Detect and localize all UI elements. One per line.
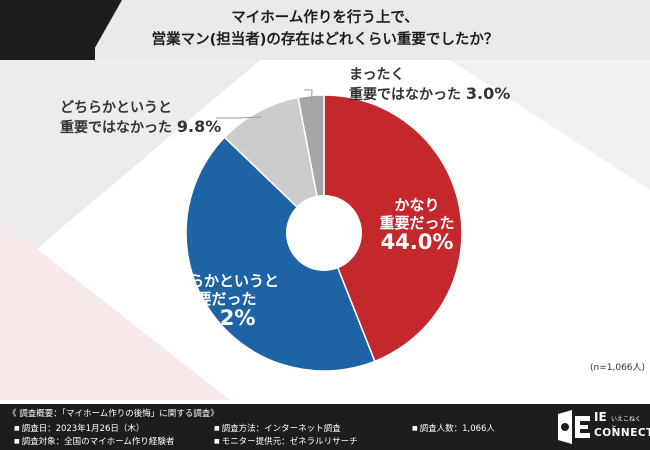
- leader-line-not-much: [216, 116, 262, 119]
- footer-method-text: 調査方法：インターネット調査: [221, 424, 341, 434]
- label-not-at-all-value: 3.0%: [465, 83, 511, 103]
- logo-mark-icon: [558, 410, 590, 444]
- logo-ie-text: IE: [594, 410, 607, 424]
- logo-kana-text: いえこねくと: [611, 416, 642, 432]
- slice-label-somewhat: どちらかというと 重要だった 43.2%: [149, 272, 289, 331]
- label-not-much-line-1: どちらかというと: [60, 100, 172, 116]
- slice-somewhat: [185, 136, 376, 372]
- label-very-line-2: 重要だった: [379, 214, 455, 232]
- label-not-at-all-text: 重要ではなかった: [349, 86, 461, 103]
- title-line-1: マイホーム作りを行う上で、: [231, 10, 419, 26]
- leader-lines-group: [216, 89, 313, 119]
- label-very-value: 44.0%: [380, 230, 454, 254]
- title-line-2: 営業マン(担当者)の存在はどれくらい重要でしたか？: [151, 32, 499, 48]
- label-not-much-text: 重要ではなかった: [60, 119, 172, 136]
- footer-target: 調査対象：全国のマイホーム作り経験者: [14, 435, 175, 447]
- label-not-much-line-2: 重要ではなかった 9.8%: [60, 117, 221, 137]
- label-not-at-all-line-1: まったく: [349, 67, 405, 83]
- label-not-at-all-line-2: 重要ではなかった 3.0%: [349, 84, 510, 104]
- label-somewhat-line-1: どちらかというと: [158, 272, 279, 290]
- footer-heading: 《 調査概要：「マイホーム作りの後悔」に関する調査》: [8, 409, 219, 419]
- footer-provider: モニター提供元：ゼネラルリサーチ: [214, 435, 358, 447]
- label-somewhat-line-2: 重要だった: [181, 290, 257, 308]
- slice-very: [323, 94, 463, 363]
- label-very-line-1: かなり: [394, 196, 440, 214]
- leader-line-not-at-all: [304, 89, 313, 102]
- header-dark-slant: [88, 0, 122, 60]
- donut-chart: [185, 89, 463, 372]
- footer-target-text: 調査対象：全国のマイホーム作り経験者: [21, 437, 175, 447]
- slice-label-not-at-all: まったく 重要ではなかった 3.0%: [349, 67, 510, 104]
- footer-count-text: 調査人数：1,066人: [419, 424, 495, 434]
- donut-hole: [286, 195, 362, 271]
- slice-not_much: [223, 96, 326, 236]
- footer-count: 調査人数：1,066人: [412, 422, 495, 434]
- slices-group: [185, 94, 463, 372]
- sample-size-note: (n=1,066人): [590, 363, 646, 373]
- slice-label-very: かなり 重要だった 44.0%: [362, 196, 472, 255]
- chart-title: マイホーム作りを行う上で、 営業マン(担当者)の存在はどれくらい重要でしたか？: [0, 7, 650, 51]
- ie-connect-logo: IE いえこねくと CONNECT: [556, 408, 650, 446]
- footer-provider-text: モニター提供元：ゼネラルリサーチ: [221, 437, 358, 447]
- label-somewhat-value: 43.2%: [182, 306, 256, 330]
- header-dark-accent: [0, 0, 95, 60]
- slice-label-not-much: どちらかというと 重要ではなかった 9.8%: [60, 100, 221, 137]
- footer-date-text: 調査日：2023年1月26日（木）: [21, 424, 145, 434]
- footer-method: 調査方法：インターネット調査: [214, 422, 341, 434]
- footer-date: 調査日：2023年1月26日（木）: [14, 422, 145, 434]
- bg-decoration-gray-right: [450, 60, 650, 190]
- label-not-much-value: 9.8%: [176, 116, 222, 136]
- logo-connect-text: CONNECT: [594, 427, 650, 439]
